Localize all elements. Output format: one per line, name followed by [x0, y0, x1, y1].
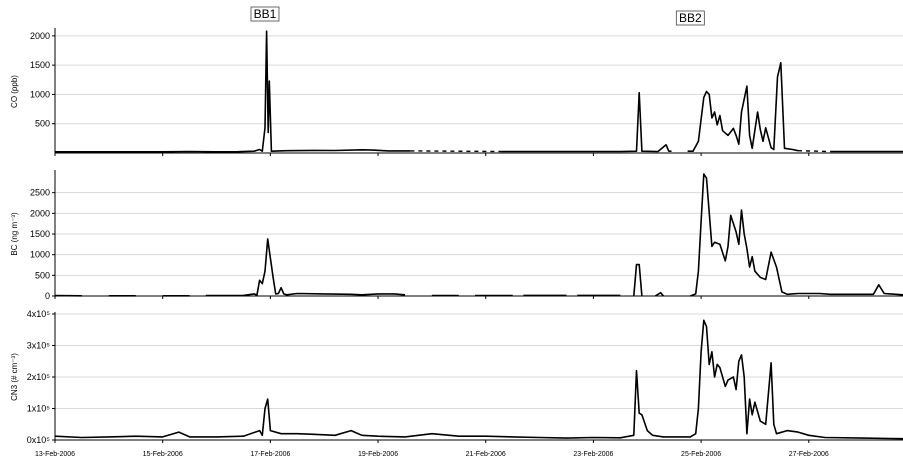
- y-tick-label: 2000: [30, 31, 50, 41]
- y-axis-label: CO (ppb): [10, 75, 19, 108]
- x-tick-label: 13-Feb-2006: [35, 451, 75, 458]
- event-label: BB2: [679, 11, 702, 25]
- y-tick-label: 1500: [30, 229, 50, 239]
- series-line-0-1: [502, 93, 672, 152]
- series-gap-dashed-0-0: [410, 151, 502, 152]
- y-tick-label: 500: [35, 270, 50, 280]
- y-tick-label: 3x10⁵: [27, 341, 51, 351]
- y-tick-label: 1500: [30, 60, 50, 70]
- y-tick-label: 1x10⁵: [27, 404, 51, 414]
- series-line-0-0: [55, 31, 410, 152]
- y-tick-label: 2500: [30, 188, 50, 198]
- y-axis-label: BC (ng m⁻³): [10, 212, 19, 256]
- y-tick-label: 4x10⁵: [27, 309, 51, 319]
- y-tick-label: 1000: [30, 89, 50, 99]
- y-tick-label: 0x10⁵: [27, 435, 51, 445]
- event-label: BB1: [254, 7, 277, 21]
- x-tick-label: 15-Feb-2006: [143, 451, 183, 458]
- x-tick-label: 19-Feb-2006: [358, 451, 398, 458]
- y-tick-label: 0: [45, 291, 50, 301]
- y-tick-label: 2x10⁵: [27, 372, 51, 382]
- series-line-1-8: [634, 265, 642, 296]
- x-tick-label: 21-Feb-2006: [466, 451, 506, 458]
- series-line-0-2: [688, 63, 798, 151]
- series-line-2-0: [55, 320, 903, 438]
- x-tick-label: 25-Feb-2006: [681, 451, 721, 458]
- y-tick-label: 500: [35, 119, 50, 129]
- x-tick-label: 23-Feb-2006: [573, 451, 613, 458]
- y-tick-label: 2000: [30, 208, 50, 218]
- series-line-1-3: [206, 239, 405, 296]
- x-tick-label: 27-Feb-2006: [789, 451, 829, 458]
- series-gap-dashed-0-1: [798, 151, 830, 152]
- x-tick-label: 17-Feb-2006: [250, 451, 290, 458]
- y-axis-label: CN3 (# cm⁻³): [10, 353, 19, 401]
- y-tick-label: 1000: [30, 250, 50, 260]
